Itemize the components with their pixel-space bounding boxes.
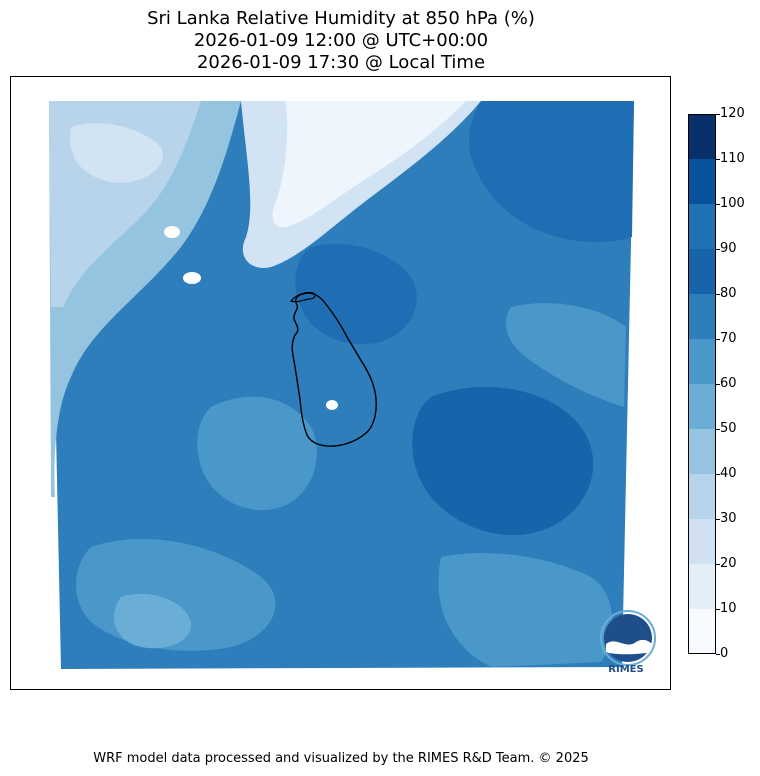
east-mid-band: [506, 303, 626, 407]
colorbar-border: [688, 114, 716, 654]
colorbar-tick-label: 30: [720, 511, 737, 526]
colorbar-segment: [688, 249, 716, 294]
colorbar-tick-label: 80: [720, 286, 737, 301]
colorbar-segment: [688, 159, 716, 204]
colorbar-tick-mark: [716, 519, 720, 520]
colorbar-segment: [688, 519, 716, 564]
colorbar-segment: [688, 294, 716, 339]
utc-time-label: 2026-01-09 12:00 @ UTC+00:00: [193, 30, 489, 51]
southeast-mid-band: [438, 553, 613, 667]
colorbar-tick-mark: [716, 429, 720, 430]
colorbar-tick-mark: [716, 204, 720, 205]
missing-data-blob: [164, 226, 180, 238]
colorbar-tick-mark: [716, 114, 720, 115]
north-very-dry-streak: [272, 101, 466, 228]
colorbar-tick-label: 70: [720, 331, 737, 346]
colorbar-tick-label: 10: [720, 601, 737, 616]
logo-ring: [600, 610, 656, 666]
humidity-map: [49, 101, 634, 669]
logo-wave: [606, 639, 652, 655]
central-mid-band: [197, 396, 317, 511]
central-humid-core: [295, 243, 417, 345]
logo-circle: [604, 614, 652, 662]
footer-credit: WRF model data processed and visualized …: [93, 751, 589, 766]
map-frame: [10, 76, 671, 690]
colorbar-tick-mark: [716, 159, 720, 160]
colorbar-tick-mark: [716, 384, 720, 385]
colorbar-tick-label: 40: [720, 466, 737, 481]
northwest-pale-patches: [70, 123, 163, 183]
jaffna-peninsula: [289, 291, 316, 303]
colorbar-tick-mark: [716, 564, 720, 565]
sri-lanka-coastline: [291, 292, 377, 447]
colorbar: [688, 114, 716, 654]
colorbar-tick-label: 110: [720, 151, 745, 166]
rimes-logo-text: RIMES: [608, 664, 644, 675]
east-humid-swirl: [412, 387, 594, 536]
colorbar-segment: [688, 474, 716, 519]
missing-data-blob: [326, 400, 338, 410]
colorbar-tick-mark: [716, 339, 720, 340]
colorbar-segment: [688, 339, 716, 384]
colorbar-tick-label: 60: [720, 376, 737, 391]
missing-data-blob: [183, 272, 201, 284]
colorbar-tick-label: 100: [720, 196, 745, 211]
colorbar-tick-label: 20: [720, 556, 737, 571]
colorbar-tick-label: 120: [720, 106, 745, 121]
colorbar-segment: [688, 114, 716, 159]
colorbar-tick-label: 0: [720, 646, 729, 661]
colorbar-tick-label: 90: [720, 241, 737, 256]
southwest-light-patch: [113, 593, 192, 649]
colorbar-tick-mark: [716, 609, 720, 610]
northeast-humid-region: [469, 101, 634, 243]
colorbar-tick-mark: [716, 294, 720, 295]
colorbar-tick-mark: [716, 474, 720, 475]
colorbar-segment: [688, 429, 716, 474]
colorbar-tick-label: 50: [720, 421, 737, 436]
map-title: Sri Lanka Relative Humidity at 850 hPa (…: [147, 8, 535, 29]
colorbar-segment: [688, 384, 716, 429]
local-time-label: 2026-01-09 17:30 @ Local Time: [196, 52, 486, 73]
colorbar-tick-mark: [716, 249, 720, 250]
colorbar-segment: [688, 204, 716, 249]
rimes-logo: [600, 610, 656, 666]
colorbar-segment: [688, 609, 716, 654]
colorbar-segment: [688, 564, 716, 609]
colorbar-tick-mark: [716, 654, 720, 655]
